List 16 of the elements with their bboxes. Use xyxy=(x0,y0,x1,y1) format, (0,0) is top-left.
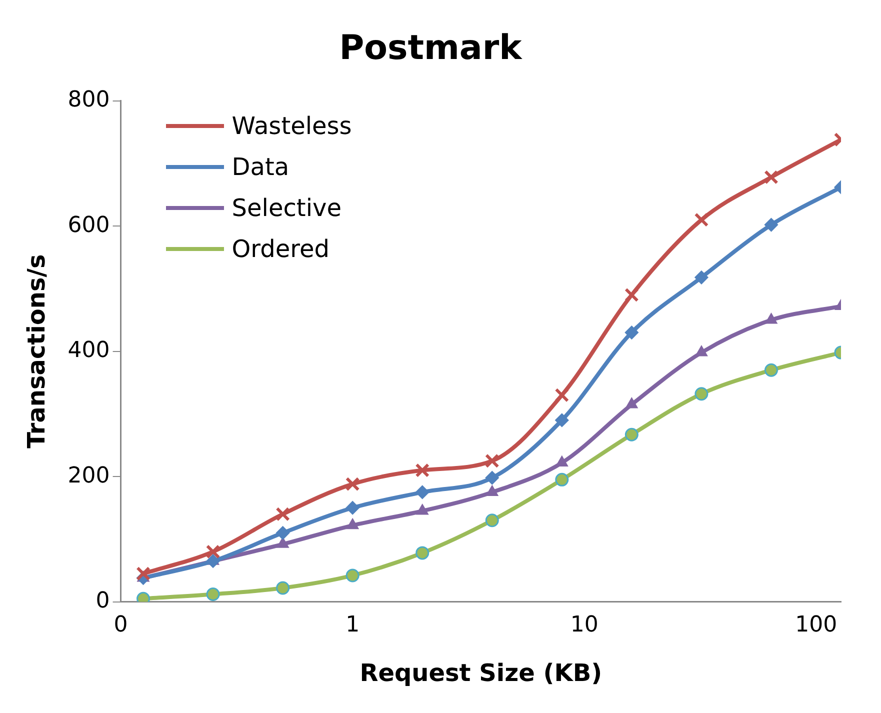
y-tick-label: 600 xyxy=(68,212,110,238)
chart-title: Postmark xyxy=(339,28,524,68)
x-tick-label: 10 xyxy=(570,612,598,638)
legend-label: Ordered xyxy=(232,235,330,264)
y-tick-label: 200 xyxy=(68,463,110,488)
legend-label: Data xyxy=(232,153,290,182)
legend-label: Wasteless xyxy=(232,112,352,140)
legend-label: Selective xyxy=(232,194,342,222)
y-axis-title: Transactions/s xyxy=(22,254,51,448)
y-tick-label: 400 xyxy=(68,338,110,364)
y-tick-label: 800 xyxy=(68,88,110,113)
x-axis-title: Request Size (KB) xyxy=(360,658,602,687)
x-tick-label: 100 xyxy=(795,612,838,638)
y-tick-label: 0 xyxy=(96,588,110,614)
x-tick-label: 0 xyxy=(114,612,128,638)
x-tick-label: 1 xyxy=(346,612,360,638)
